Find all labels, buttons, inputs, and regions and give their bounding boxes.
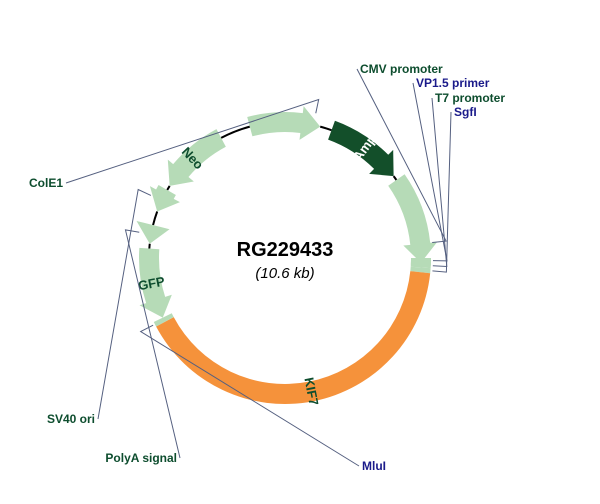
label-vp15: VP1.5 primer — [416, 76, 490, 90]
plasmid-name: RG229433 — [237, 239, 334, 261]
label-polya: PolyA signal — [105, 451, 177, 465]
label-sgfi: SgfI — [454, 105, 477, 119]
label-sv40: SV40 ori — [47, 412, 95, 426]
label-mlui: MluI — [362, 459, 386, 473]
backbone-arc — [167, 186, 169, 190]
leader-t7 — [432, 98, 447, 266]
plasmid-map: CMV promoterVP1.5 primerT7 promoterSgfIK… — [0, 0, 600, 504]
feature-kif7 — [156, 271, 430, 404]
backbone-arc — [320, 127, 331, 131]
label-cmv: CMV promoter — [360, 62, 443, 76]
label-t7: T7 promoter — [435, 91, 505, 105]
label-cole1: ColE1 — [29, 176, 63, 190]
feature-sv40 — [150, 185, 180, 211]
backbone-arc — [394, 176, 397, 180]
feature-t7 — [411, 260, 431, 268]
plasmid-size: (10.6 kb) — [255, 265, 314, 282]
feature-cmv — [388, 174, 437, 262]
backbone-arc — [221, 127, 250, 138]
backbone-arc — [153, 211, 157, 225]
